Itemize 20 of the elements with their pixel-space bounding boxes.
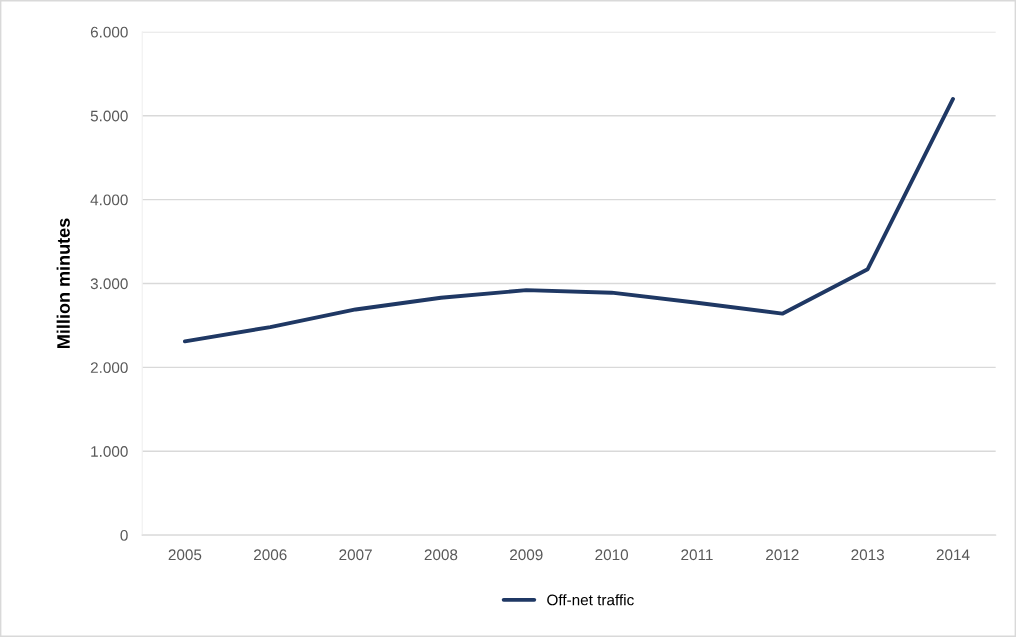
x-tick-label: 2007 <box>339 549 372 561</box>
x-tick-label: 2005 <box>168 549 202 561</box>
x-tick-label: 2009 <box>510 549 543 561</box>
x-tick-label: 2010 <box>595 549 629 561</box>
x-tick-label: 2008 <box>424 549 458 561</box>
y-tick-label: 1.000 <box>91 446 128 457</box>
x-tick-label: 2011 <box>681 549 713 561</box>
y-tick-label: 4.000 <box>90 194 128 206</box>
y-tick-label: 5.000 <box>90 110 128 122</box>
x-tick-label: 2013 <box>851 549 884 561</box>
y-tick-label: 6.000 <box>90 26 128 38</box>
line-series <box>182 97 955 344</box>
y-tick-label: 3.000 <box>90 278 128 290</box>
y-tick-label: 0 <box>120 529 128 541</box>
legend-label: Off-net traffic <box>547 594 634 606</box>
y-tick-label: 2.000 <box>90 362 128 374</box>
x-tick-label: 2014 <box>936 549 970 561</box>
x-tick-label: 2012 <box>766 549 799 561</box>
x-tick-label: 2006 <box>254 549 287 561</box>
y-axis-title: Million minutes <box>56 218 70 348</box>
